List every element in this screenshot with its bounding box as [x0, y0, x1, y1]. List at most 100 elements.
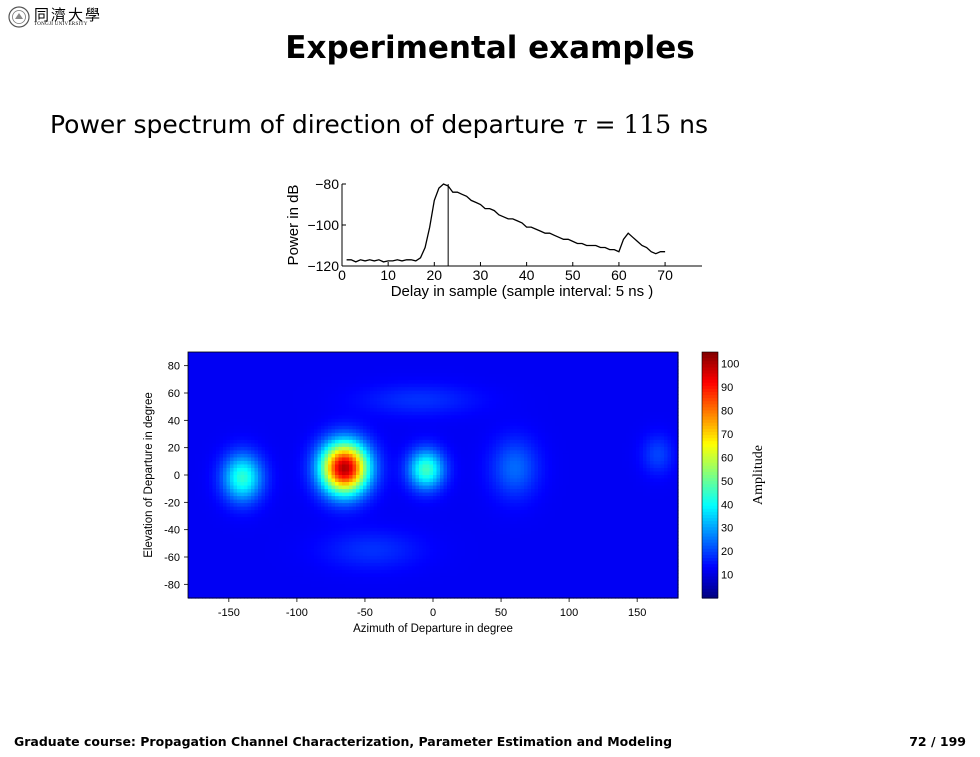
heatmap-cell	[338, 520, 343, 525]
heatmap-cell	[233, 552, 238, 557]
heatmap-cell	[300, 380, 305, 385]
heatmap-cell	[342, 352, 347, 357]
heatmap-cell	[419, 376, 424, 381]
heatmap-cell	[244, 471, 249, 476]
heatmap-cell	[310, 394, 315, 399]
heatmap-cell	[247, 482, 252, 487]
heatmap-cell	[279, 538, 284, 543]
heatmap-cell	[265, 541, 270, 546]
heatmap-cell	[195, 496, 200, 501]
heatmap-cell	[254, 478, 259, 483]
heatmap-cell	[191, 369, 196, 374]
heatmap-cell	[195, 555, 200, 560]
heatmap-cell	[314, 352, 319, 357]
heatmap-cell	[223, 569, 228, 574]
heatmap-cell	[240, 559, 245, 564]
heatmap-cell	[244, 503, 249, 508]
heatmap-cell	[307, 387, 312, 392]
heatmap-cell	[219, 503, 224, 508]
heatmap-cell	[275, 492, 280, 497]
heatmap-cell	[429, 496, 434, 501]
heatmap-cell	[230, 545, 235, 550]
heatmap-cell	[237, 429, 242, 434]
heatmap-cell	[338, 387, 343, 392]
x-tick-label: 0	[338, 267, 346, 283]
heatmap-cell	[223, 506, 228, 511]
heatmap-cell	[247, 366, 252, 371]
heatmap-cell	[349, 373, 354, 378]
heatmap-cell	[237, 559, 242, 564]
heatmap-cell	[394, 562, 399, 567]
heatmap-cell	[223, 443, 228, 448]
heatmap-cell	[419, 566, 424, 571]
heatmap-cell	[195, 446, 200, 451]
heatmap-cell	[422, 485, 427, 490]
heatmap-cell	[338, 583, 343, 589]
heatmap-cell	[212, 450, 217, 455]
heatmap-cell	[345, 590, 350, 596]
heatmap-cell	[296, 562, 301, 567]
heatmap-cell	[191, 404, 196, 409]
heatmap-cell	[366, 534, 371, 539]
heatmap-cell	[398, 467, 403, 473]
heatmap-cell	[282, 517, 287, 522]
heatmap-cell	[408, 446, 413, 451]
heatmap-cell	[398, 387, 403, 392]
heatmap-cell	[254, 583, 259, 589]
heatmap-cell	[240, 555, 245, 560]
heatmap-cell	[188, 503, 193, 508]
heatmap-cell	[254, 471, 259, 476]
heatmap-cell	[398, 404, 403, 409]
heatmap-cell	[412, 548, 417, 553]
heatmap-cell	[317, 492, 322, 497]
heatmap-cell	[296, 573, 301, 578]
heatmap-cell	[226, 489, 231, 494]
heatmap-cell	[398, 569, 403, 574]
heatmap-cell	[293, 573, 298, 578]
heatmap-cell	[254, 355, 259, 360]
heatmap-cell	[415, 404, 420, 409]
heatmap-cell	[370, 366, 375, 371]
heatmap-cell	[272, 545, 277, 550]
heatmap-cell	[307, 524, 312, 529]
heatmap-cell	[429, 534, 434, 539]
heatmap-cell	[247, 569, 252, 574]
heatmap-cell	[345, 425, 350, 430]
heatmap-cell	[293, 559, 298, 564]
heatmap-cell	[426, 545, 431, 550]
heatmap-cell	[195, 422, 200, 427]
heatmap-cell	[359, 510, 364, 515]
heatmap-cell	[419, 576, 424, 582]
heatmap-cell	[286, 548, 291, 553]
heatmap-cell	[307, 475, 312, 480]
heatmap-cell	[352, 524, 357, 529]
heatmap-cell	[356, 590, 361, 596]
heatmap-cell	[366, 562, 371, 567]
heatmap-cell	[429, 446, 434, 451]
heatmap-cell	[233, 446, 238, 451]
heatmap-cell	[412, 492, 417, 497]
heatmap-cell	[405, 590, 410, 596]
heatmap-cell	[349, 534, 354, 539]
heatmap-cell	[391, 467, 396, 473]
heatmap-cell	[233, 443, 238, 448]
heatmap-cell	[219, 587, 224, 592]
heatmap-cell	[338, 499, 343, 504]
heatmap-cell	[328, 541, 333, 546]
heatmap-cell	[352, 534, 357, 539]
heatmap-cell	[324, 590, 329, 596]
heatmap-cell	[209, 429, 214, 434]
heatmap-cell	[216, 499, 221, 504]
heatmap-cell	[212, 390, 217, 395]
heatmap-cell	[433, 446, 438, 451]
heatmap-cell	[328, 580, 333, 585]
heatmap-cell	[265, 450, 270, 455]
heatmap-cell	[247, 562, 252, 567]
heatmap-cell	[265, 446, 270, 451]
heatmap-cell	[426, 411, 431, 416]
heatmap-cell	[373, 411, 378, 416]
heatmap-cell	[265, 548, 270, 553]
heatmap-cell	[324, 439, 329, 444]
heatmap-cell	[349, 590, 354, 596]
heatmap-cell	[293, 425, 298, 430]
